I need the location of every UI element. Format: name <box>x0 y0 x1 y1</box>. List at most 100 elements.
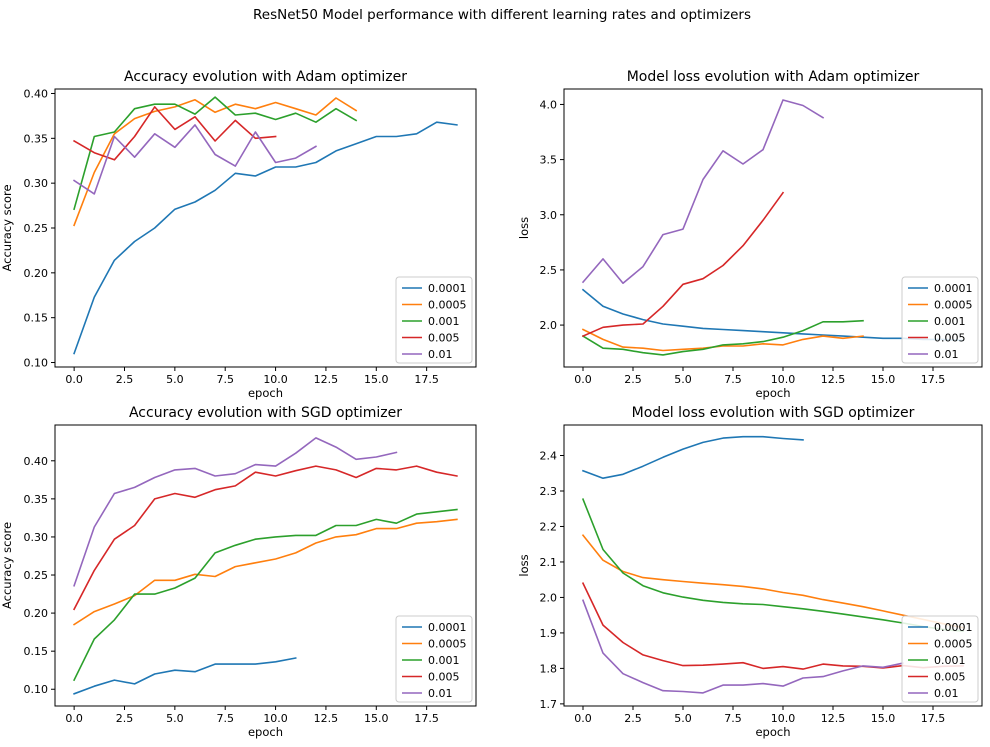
series-line <box>72 124 317 195</box>
x-tick-label: 2.5 <box>624 373 642 386</box>
y-tick-label: 0.25 <box>24 569 49 582</box>
y-tick-label: 0.20 <box>24 267 49 280</box>
x-tick-label: 7.5 <box>216 373 234 386</box>
x-tick-label: 7.5 <box>216 712 234 725</box>
legend-label: 0.0005 <box>428 638 467 651</box>
legend-label: 0.0005 <box>934 638 973 651</box>
series-line <box>581 191 785 338</box>
chart-title: Model loss evolution with Adam optimizer <box>627 69 920 85</box>
y-axis-label: loss <box>517 554 531 576</box>
y-tick-label: 0.10 <box>24 683 49 696</box>
y-axis-label: Accuracy score <box>0 184 14 271</box>
x-tick-label: 12.5 <box>821 373 846 386</box>
chart-legend: 0.0001 0.0005 0.001 0.005 0.01 <box>395 615 473 703</box>
y-tick-label: 0.35 <box>24 493 49 506</box>
chart-panel: Accuracy evolution with SGD optimizer 0.0… <box>0 405 477 739</box>
x-tick-label: 0.0 <box>65 712 83 725</box>
legend-label: 0.0001 <box>934 282 973 295</box>
chart-panel: Model loss evolution with SGD optimizer 0… <box>517 405 983 739</box>
legend-label: 0.0001 <box>428 282 467 295</box>
chart-title: Model loss evolution with SGD optimizer <box>632 405 915 421</box>
x-tick-label: 10.0 <box>263 712 288 725</box>
x-tick-label: 5.0 <box>674 373 692 386</box>
y-tick-label: 2.1 <box>540 556 558 569</box>
chart-legend: 0.0001 0.0005 0.001 0.005 0.01 <box>901 276 979 364</box>
series-line <box>73 508 458 682</box>
y-tick-label: 1.8 <box>540 662 558 675</box>
chart-title: Accuracy evolution with SGD optimizer <box>129 405 402 421</box>
series-line <box>73 437 398 587</box>
y-tick-label: 0.40 <box>24 455 49 468</box>
y-tick-label: 0.10 <box>24 357 49 370</box>
legend-label: 0.005 <box>428 332 460 345</box>
legend-label: 0.0001 <box>934 621 973 634</box>
legend-label: 0.005 <box>428 671 460 684</box>
x-tick-label: 5.0 <box>166 373 184 386</box>
chart-panel: Model loss evolution with Adam optimizer… <box>517 69 983 400</box>
series-line <box>73 121 458 355</box>
x-tick-label: 12.5 <box>314 712 339 725</box>
x-tick-label: 15.0 <box>871 712 896 725</box>
x-tick-label: 0.0 <box>65 373 83 386</box>
chart-title: Accuracy evolution with Adam optimizer <box>124 69 407 85</box>
legend-label: 0.01 <box>934 687 959 700</box>
legend-label: 0.0001 <box>428 621 467 634</box>
legend-label: 0.0005 <box>934 299 973 312</box>
legend-label: 0.01 <box>428 348 453 361</box>
legend-box <box>901 615 979 703</box>
x-tick-label: 10.0 <box>771 373 796 386</box>
series-line <box>581 99 825 285</box>
x-axis-label: epoch <box>248 386 283 400</box>
y-tick-label: 3.5 <box>540 154 558 167</box>
x-tick-label: 7.5 <box>724 373 742 386</box>
x-tick-label: 12.5 <box>821 712 846 725</box>
plot-frame <box>563 424 983 707</box>
y-tick-label: 0.35 <box>24 132 49 145</box>
legend-label: 0.001 <box>428 654 460 667</box>
legend-box <box>395 615 473 703</box>
series-line <box>581 534 964 629</box>
x-tick-label: 17.5 <box>414 712 439 725</box>
legend-label: 0.001 <box>934 654 966 667</box>
x-tick-label: 17.5 <box>921 373 946 386</box>
legend-label: 0.005 <box>934 671 966 684</box>
series-line <box>73 657 297 695</box>
x-tick-label: 0.0 <box>574 712 592 725</box>
x-tick-label: 2.5 <box>116 373 134 386</box>
legend-label: 0.001 <box>428 315 460 328</box>
series-line <box>73 96 358 211</box>
y-tick-label: 2.2 <box>540 520 558 533</box>
series-line <box>581 498 964 632</box>
x-tick-label: 10.0 <box>263 373 288 386</box>
x-axis-label: epoch <box>755 725 790 739</box>
x-axis-label: epoch <box>755 386 790 400</box>
legend-label: 0.0005 <box>428 299 467 312</box>
series-line <box>581 328 864 352</box>
x-tick-label: 0.0 <box>574 373 592 386</box>
x-tick-label: 12.5 <box>314 373 339 386</box>
charts-grid: Accuracy evolution with Adam optimizer 0.… <box>0 69 983 739</box>
series-line <box>73 465 458 611</box>
series-line <box>72 518 458 626</box>
plot-frame <box>563 88 983 368</box>
y-tick-label: 2.3 <box>540 485 558 498</box>
x-axis-label: epoch <box>248 725 283 739</box>
y-tick-label: 0.30 <box>24 177 49 190</box>
y-tick-label: 1.9 <box>540 627 558 640</box>
chart-panel: Accuracy evolution with Adam optimizer 0.… <box>0 69 477 400</box>
x-tick-label: 15.0 <box>364 712 389 725</box>
figure-suptitle: ResNet50 Model performance with differen… <box>253 7 751 23</box>
x-tick-label: 7.5 <box>724 712 742 725</box>
y-tick-label: 0.30 <box>24 531 49 544</box>
x-tick-label: 17.5 <box>921 712 946 725</box>
y-tick-label: 2.4 <box>540 450 558 463</box>
legend-box <box>901 276 979 364</box>
y-tick-label: 0.15 <box>24 645 49 658</box>
legend-label: 0.005 <box>934 332 966 345</box>
x-tick-label: 15.0 <box>364 373 389 386</box>
x-tick-label: 5.0 <box>674 712 692 725</box>
x-tick-label: 17.5 <box>414 373 439 386</box>
x-tick-label: 2.5 <box>116 712 134 725</box>
